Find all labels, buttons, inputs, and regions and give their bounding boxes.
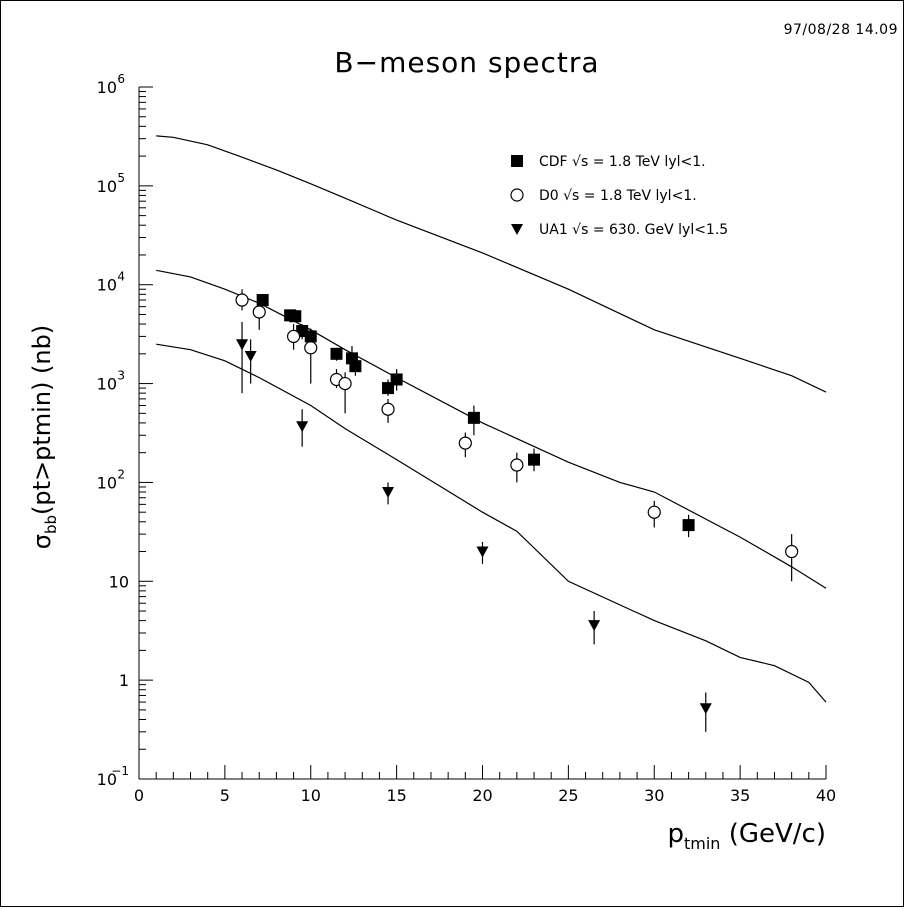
cdf-data-point <box>289 310 302 323</box>
theory-curve-1 <box>156 135 827 393</box>
y-tick-exponent: 6 <box>117 72 125 86</box>
cdf-data-point <box>256 294 269 307</box>
y-tick-exponent: 4 <box>117 270 125 284</box>
d0-data-point <box>286 329 301 344</box>
theory-curve-2 <box>156 269 827 589</box>
x-tick-label: 25 <box>558 786 578 805</box>
d0-data-point <box>458 436 472 450</box>
x-tick-label: 35 <box>730 786 750 805</box>
d0-data-point <box>647 505 661 519</box>
cdf-data-point <box>682 519 695 532</box>
y-tick-label: 10 <box>97 375 117 394</box>
d0-data-point <box>381 402 395 416</box>
ua1-data-point <box>699 703 712 715</box>
theory-curve-3 <box>156 343 827 703</box>
cdf-data-point <box>349 360 362 373</box>
legend-label-cdf: CDF √s = 1.8 TeV lyl<1. <box>539 154 706 170</box>
x-tick-label: 0 <box>134 786 144 805</box>
y-axis-label: σbb(pt>ptmin) (nb) <box>28 325 60 549</box>
x-tick-label: 30 <box>644 786 664 805</box>
y-tick-label: 1 <box>119 671 129 690</box>
y-tick-label: 10 <box>109 572 129 591</box>
d0-data-point <box>785 544 799 559</box>
cdf-data-point <box>330 347 343 360</box>
legend-marker-d0 <box>510 188 524 202</box>
ua1-data-point <box>588 620 601 632</box>
legend-label-ua1: UA1 √s = 630. GeV lyl<1.5 <box>539 222 728 238</box>
y-tick-exponent: 5 <box>117 171 125 185</box>
y-tick-label: 10 <box>97 276 117 295</box>
y-tick-exponent: 2 <box>117 467 125 481</box>
legend-marker-ua1 <box>511 224 523 235</box>
d0-data-point <box>338 376 352 391</box>
ua1-data-point <box>244 351 257 363</box>
x-tick-label: 40 <box>816 786 836 805</box>
d0-data-point <box>304 341 318 355</box>
d0-data-point <box>252 305 266 319</box>
timestamp: 97/08/28 14.09 <box>783 22 898 38</box>
x-tick-label: 15 <box>386 786 406 805</box>
y-tick-label: 10 <box>97 78 117 97</box>
cdf-data-point <box>390 373 403 386</box>
y-tick-exponent: 3 <box>117 369 125 383</box>
legend-label-d0: D0 √s = 1.8 TeV lyl<1. <box>539 188 697 204</box>
chart-title: B−meson spectra <box>334 46 599 79</box>
y-tick-exponent: −1 <box>111 764 129 778</box>
d0-data-point <box>510 458 524 472</box>
ua1-data-point <box>236 339 249 351</box>
y-tick-label: 10 <box>97 473 117 492</box>
x-axis-label: ptmin (GeV/c) <box>667 819 826 853</box>
y-tick-label: 10 <box>97 177 117 196</box>
x-tick-label: 5 <box>220 786 230 805</box>
x-tick-label: 10 <box>301 786 321 805</box>
y-tick-label: 10 <box>97 770 117 789</box>
d0-data-point <box>235 293 249 307</box>
x-tick-label: 20 <box>472 786 492 805</box>
ua1-data-point <box>382 487 395 499</box>
cdf-data-point <box>528 453 541 466</box>
ua1-data-point <box>476 546 489 558</box>
ua1-data-point <box>296 421 309 433</box>
legend-marker-cdf <box>511 155 523 167</box>
cdf-data-point <box>467 411 480 424</box>
